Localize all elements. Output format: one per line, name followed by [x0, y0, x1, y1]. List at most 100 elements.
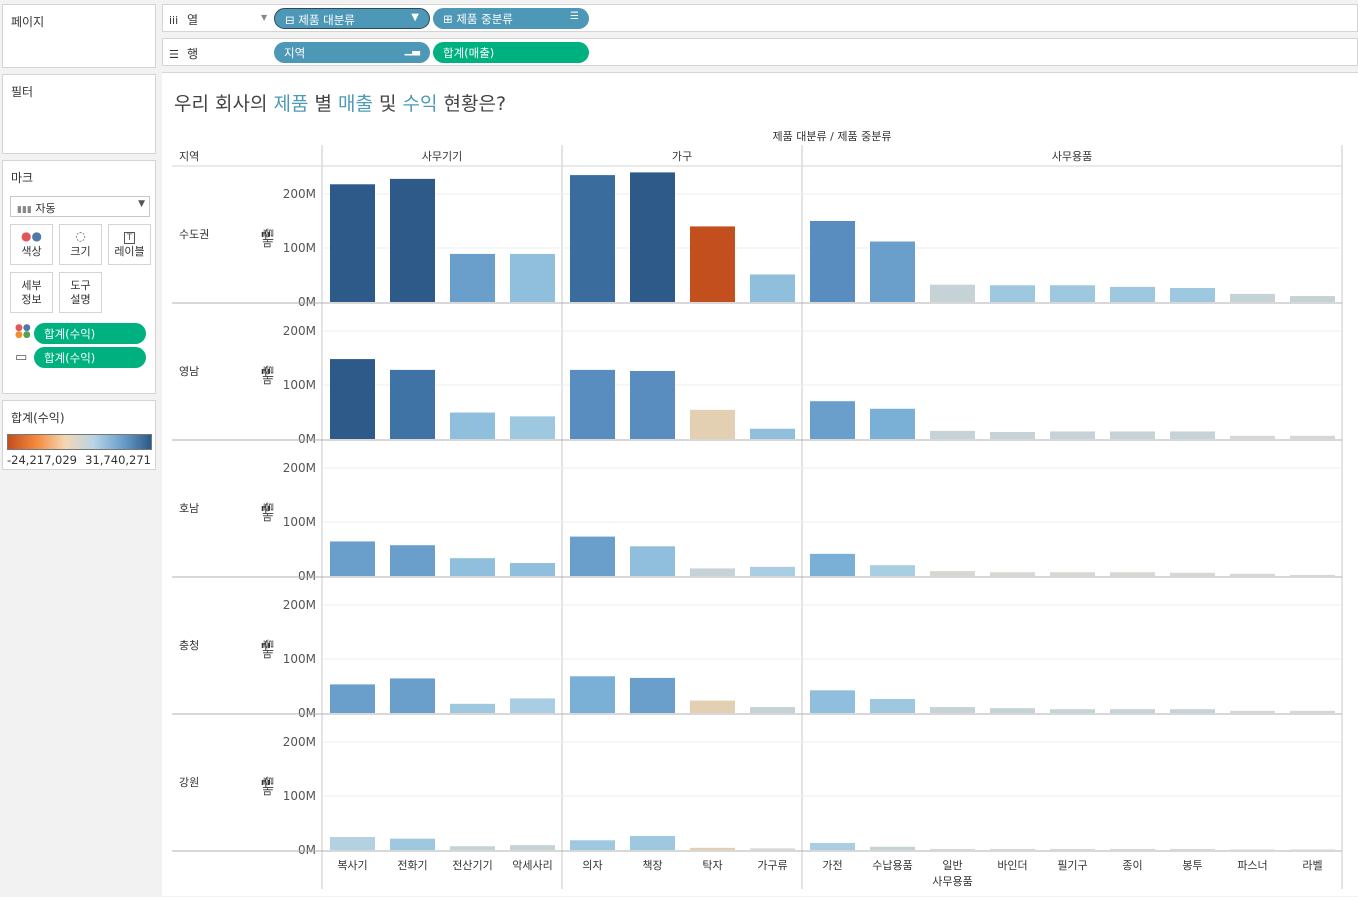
mark-pill-color-label: 합계(수익)	[44, 327, 96, 341]
bar	[690, 847, 735, 850]
bar	[1170, 431, 1215, 439]
title-part: 현황은?	[437, 93, 507, 115]
columns-shelf-label: iii 열 ▼	[169, 11, 269, 28]
bar	[1050, 431, 1095, 439]
mark-type-select[interactable]: ▮▮▮ 자동 ▼	[10, 196, 150, 217]
label-button[interactable]: T 레이블	[108, 224, 151, 265]
y-tick-label: 100M	[283, 378, 316, 392]
bar	[450, 846, 495, 850]
row-pill-sales-label: 합계(매출)	[443, 46, 495, 60]
axis-sort-icon: ı|ı	[261, 641, 270, 651]
tooltip-label: 도구 설명	[70, 279, 91, 306]
row-label-0: 수도권	[179, 228, 209, 241]
rows-icon: ☰	[169, 48, 179, 61]
x-tick-label: 봉투	[1182, 859, 1202, 872]
x-tick-label: 필기구	[1057, 859, 1087, 872]
y-tick-label: 0M	[298, 706, 316, 720]
bar	[1110, 572, 1155, 576]
bar	[450, 558, 495, 576]
bar	[1230, 435, 1275, 439]
x-tick-label: 악세사리	[512, 859, 552, 872]
columns-shelf[interactable]: iii 열 ▼ ⊟ 제품 대분류 ▼ ⊞ 제품 중분류 ☰	[162, 4, 1358, 32]
row-label-3: 충청	[179, 639, 199, 652]
bar	[570, 536, 615, 576]
mark-pill-tooltip[interactable]: 합계(수익)	[34, 347, 146, 368]
rows-label-text: 행	[187, 47, 199, 61]
bar	[630, 172, 675, 302]
bar	[450, 703, 495, 713]
bar	[1050, 848, 1095, 850]
chevron-down-icon: ▼	[261, 13, 268, 22]
bar	[630, 546, 675, 576]
bar	[1290, 574, 1335, 576]
bar	[510, 698, 555, 713]
axis-sort-icon: ı|ı	[261, 504, 270, 514]
bar	[510, 253, 555, 302]
y-tick-label: 200M	[283, 324, 316, 338]
bar	[930, 430, 975, 439]
column-pill-category[interactable]: ⊟ 제품 대분류 ▼	[274, 8, 430, 29]
size-label: 크기	[70, 245, 91, 258]
y-tick-label: 100M	[283, 652, 316, 666]
bar	[330, 684, 375, 713]
filters-panel[interactable]: 필터	[2, 74, 156, 154]
y-axis-label: 매출	[262, 639, 275, 659]
bar	[1110, 709, 1155, 713]
size-button[interactable]: ◌ 크기	[59, 224, 102, 265]
color-label: 색상	[21, 245, 42, 258]
y-tick-label: 200M	[283, 461, 316, 475]
bar	[990, 572, 1035, 576]
title-part: 우리 회사의	[174, 93, 274, 115]
title-highlight-product: 제품	[273, 93, 309, 115]
marks-title: 마크	[11, 171, 34, 185]
mark-pill-color[interactable]: 합계(수익)	[34, 323, 146, 344]
bar	[330, 541, 375, 576]
row-pill-region-label: 지역	[284, 46, 306, 60]
column-pill-subcategory[interactable]: ⊞ 제품 중분류 ☰	[433, 8, 589, 29]
x-tick-label: 탁자	[702, 859, 722, 872]
bar	[510, 416, 555, 439]
y-axis-label: 매출	[262, 776, 275, 796]
tooltip-button[interactable]: 도구 설명	[59, 272, 102, 313]
bar	[810, 690, 855, 713]
bar	[390, 369, 435, 439]
bar	[1110, 431, 1155, 439]
expand-icon: ⊞	[443, 12, 453, 26]
bar	[750, 707, 795, 713]
bar	[510, 845, 555, 850]
color-button[interactable]: ●● 색상	[10, 224, 53, 265]
collapse-icon: ⊟	[285, 13, 295, 27]
group-header-1: 가구	[672, 150, 692, 163]
legend-max-value: 31,740,271	[85, 453, 151, 467]
bar	[1230, 573, 1275, 576]
bar	[690, 700, 735, 713]
row-pill-sales[interactable]: 합계(매출)	[433, 42, 589, 63]
bar	[930, 284, 975, 302]
title-highlight-profit: 수익	[402, 93, 438, 115]
x-tick-label: 종이	[1122, 859, 1142, 872]
row-pill-region[interactable]: 지역 ▁▃	[274, 42, 430, 63]
bar	[1170, 848, 1215, 850]
bar	[870, 565, 915, 576]
pages-panel[interactable]: 페이지	[2, 4, 156, 68]
bar	[390, 838, 435, 850]
bar	[1290, 849, 1335, 850]
bar	[750, 428, 795, 439]
bar	[330, 837, 375, 850]
bar	[690, 226, 735, 302]
marks-panel: 마크 ▮▮▮ 자동 ▼ ●● 색상 ◌ 크기 T 레이블 세부 정보 도구 설명…	[2, 160, 156, 394]
detail-button[interactable]: 세부 정보	[10, 272, 53, 313]
x-tick-label: 일반	[942, 858, 962, 872]
rows-shelf[interactable]: ☰ 행 지역 ▁▃ 합계(매출)	[162, 38, 1358, 66]
y-tick-label: 200M	[283, 187, 316, 201]
bar	[870, 698, 915, 713]
mark-type-value: 자동	[35, 202, 56, 215]
legend-gradient[interactable]	[7, 434, 152, 450]
y-tick-label: 100M	[283, 241, 316, 255]
bar	[570, 175, 615, 302]
legend-title: 합계(수익)	[11, 411, 65, 425]
x-tick-label: 라벨	[1302, 859, 1322, 872]
axis-sort-icon: ı|ı	[261, 367, 270, 377]
bar	[1230, 293, 1275, 302]
bar	[690, 568, 735, 576]
